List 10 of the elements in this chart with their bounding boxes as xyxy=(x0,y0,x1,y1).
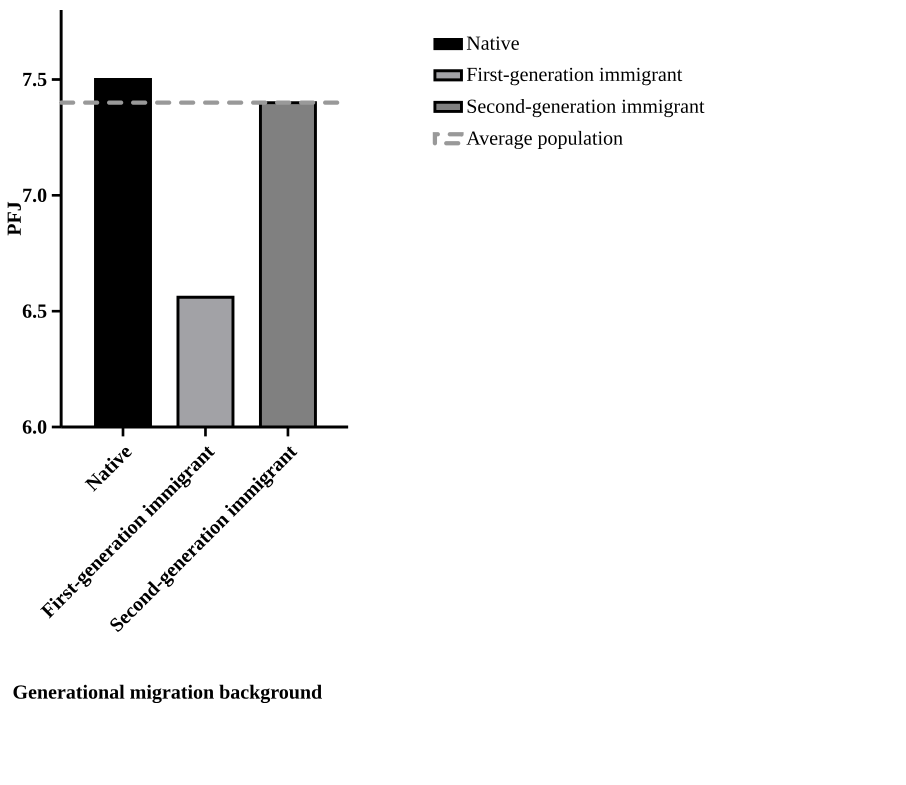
y-tick-label: 6.5 xyxy=(22,304,46,318)
y-tick-label: 6.0 xyxy=(22,420,46,434)
y-axis-title: PFJ xyxy=(8,202,21,236)
category-label: Second-generation immigrant xyxy=(468,98,704,118)
category-label: First-generation immigrant xyxy=(466,68,682,86)
category-label: Native xyxy=(466,36,519,50)
y-tick-label: 7.5 xyxy=(23,72,46,86)
x-axis-title: Generational migration background xyxy=(13,684,322,704)
legend-label: Average population xyxy=(466,130,623,149)
y-tick-label: 7.0 xyxy=(23,188,46,202)
